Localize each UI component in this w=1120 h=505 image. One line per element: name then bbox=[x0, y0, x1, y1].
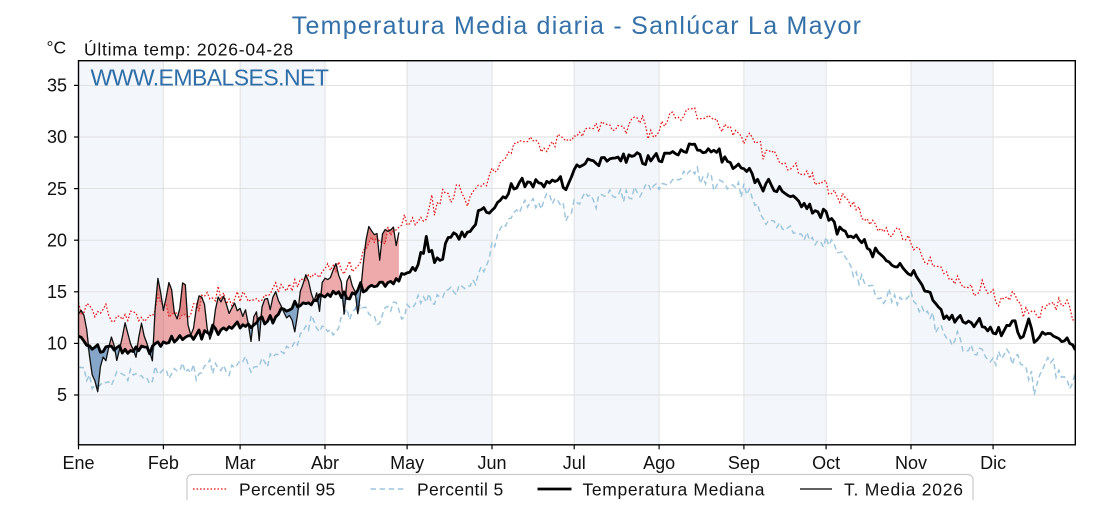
svg-text:35: 35 bbox=[47, 76, 67, 96]
svg-text:Ago: Ago bbox=[643, 453, 675, 473]
svg-text:10: 10 bbox=[47, 334, 67, 354]
svg-text:Mar: Mar bbox=[225, 453, 256, 473]
svg-text:Ene: Ene bbox=[62, 453, 94, 473]
svg-text:20: 20 bbox=[47, 230, 67, 250]
svg-text:25: 25 bbox=[47, 179, 67, 199]
svg-text:Percentil 95: Percentil 95 bbox=[239, 479, 336, 499]
svg-text:Temperatura Media diaria - San: Temperatura Media diaria - Sanlúcar La M… bbox=[292, 12, 863, 40]
svg-text:30: 30 bbox=[47, 127, 67, 147]
svg-text:May: May bbox=[390, 453, 424, 473]
svg-text:Jul: Jul bbox=[563, 453, 586, 473]
svg-text:5: 5 bbox=[57, 385, 67, 405]
svg-text:Percentil 5: Percentil 5 bbox=[417, 479, 504, 499]
svg-text:Sep: Sep bbox=[728, 453, 760, 473]
svg-text:15: 15 bbox=[47, 282, 67, 302]
svg-text:Feb: Feb bbox=[148, 453, 179, 473]
svg-text:Abr: Abr bbox=[311, 453, 339, 473]
svg-text:Oct: Oct bbox=[812, 453, 840, 473]
svg-text:Jun: Jun bbox=[477, 453, 506, 473]
svg-text:°C: °C bbox=[47, 38, 67, 58]
svg-text:Dic: Dic bbox=[980, 453, 1006, 473]
svg-text:Nov: Nov bbox=[895, 453, 927, 473]
svg-text:T. Media 2026: T. Media 2026 bbox=[844, 479, 964, 499]
svg-text:Temperatura Mediana: Temperatura Mediana bbox=[583, 479, 766, 499]
svg-text:Última temp: 2026-04-28: Última temp: 2026-04-28 bbox=[84, 39, 294, 60]
svg-text:WWW.EMBALSES.NET: WWW.EMBALSES.NET bbox=[91, 65, 329, 91]
